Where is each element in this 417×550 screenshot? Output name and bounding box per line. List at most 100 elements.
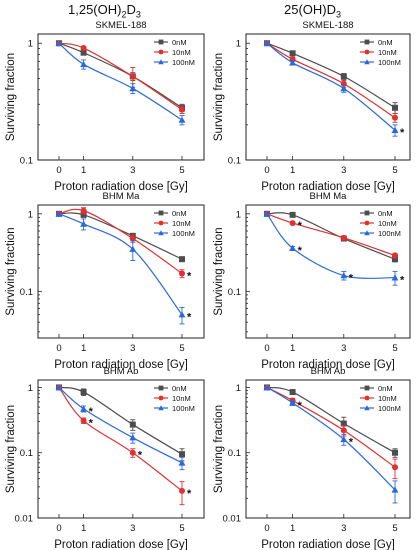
data-point [179,451,185,458]
legend-marker [158,405,164,411]
panel-title: BHM Ab [104,366,139,377]
panel-title: BHM Ma [103,191,141,202]
x-axis-label: Proton radiation dose [Gy] [261,539,395,550]
legend-label: 10nM [378,219,397,228]
data-point [80,220,88,227]
legend-marker [158,49,164,55]
series-line [58,42,183,121]
data-point [340,73,347,80]
series-line [266,42,396,119]
data-point [179,256,185,263]
data-point [340,234,347,241]
significance-star: * [400,127,405,139]
legend-marker [364,59,370,65]
x-axis-label: Proton radiation dose [Gy] [54,181,188,193]
legend-label: 100nM [378,58,401,67]
x-tick-label: 1 [81,343,86,354]
data-point [392,104,398,111]
data-point [80,405,88,412]
series-line [58,213,183,316]
data-point [340,85,348,92]
y-tick-label: 1 [236,209,241,220]
legend-marker [158,230,164,236]
legend-label: 100nM [378,229,401,238]
data-point [391,126,399,133]
data-point [340,272,348,279]
panel-title: SKMEL-188 [302,20,353,31]
plot-frame [245,379,411,519]
significance-star: * [187,312,192,324]
x-axis-label: Proton radiation dose [Gy] [54,359,188,371]
plot-frame [37,204,205,339]
legend-marker [364,39,370,45]
panel-title: BHM Ab [311,366,346,377]
data-point [178,116,186,123]
legend-marker [158,59,164,65]
y-tick-label: 0.01 [15,514,34,525]
data-point [392,449,398,456]
x-tick-label: 5 [392,343,397,354]
significance-star: * [298,220,303,232]
data-point [129,434,137,441]
series-line [58,42,183,111]
x-axis-label: Proton radiation dose [Gy] [261,359,395,371]
data-point [289,50,296,57]
x-tick-label: 1 [290,165,295,176]
data-point [80,60,88,68]
data-point [178,459,186,466]
y-tick-label: 0.1 [20,156,33,167]
y-axis-label: Surviving fraction [213,405,225,493]
legend-marker [364,405,370,411]
data-point [179,106,185,113]
y-axis-label: Surviving fraction [5,227,17,315]
data-point [392,256,398,263]
significance-star: * [298,245,303,257]
significance-star: * [298,400,303,412]
y-tick-label: 0.1 [20,448,33,459]
series-line [266,386,396,468]
data-point [179,487,185,494]
y-axis-label: Surviving fraction [213,53,225,141]
data-point [340,420,347,427]
chart-panel: 1 0.1 0 1 3 5 Proton radiation dose [Gy] Surviv… [5,20,205,193]
data-point [80,211,87,218]
data-point [289,389,296,396]
series-line [58,208,183,274]
x-tick-label: 5 [179,343,184,354]
data-point [129,235,136,242]
x-tick-label: 5 [179,165,184,176]
legend-label: 100nM [378,404,401,413]
x-tick-label: 5 [179,523,184,534]
data-point [80,389,87,396]
legend-label: 100nM [172,229,195,238]
y-tick-label: 1 [28,383,33,394]
y-tick-label: 1 [236,39,241,50]
significance-star: * [89,406,94,418]
x-tick-label: 3 [130,165,135,176]
legend-marker [158,39,164,45]
y-tick-label: 0.1 [20,287,33,298]
x-tick-label: 1 [290,523,295,534]
series-line [58,387,183,492]
legend-label: 10nM [378,394,397,403]
chart-panel: 1 0.1 0 1 3 5 Proton radiation dose [Gy] Surviv… [213,20,411,193]
y-tick-label: 1 [236,383,241,394]
legend-label: 10nM [172,219,191,228]
legend-marker [158,395,164,401]
series-line [266,213,396,257]
legend-label: 0nM [172,209,187,218]
series-line [266,42,396,109]
legend-marker [364,395,370,401]
series-line [266,213,396,279]
data-point [80,45,87,52]
x-tick-label: 3 [130,523,135,534]
legend-label: 100nM [172,404,195,413]
legend-label: 10nM [172,394,191,403]
series-line [58,42,183,109]
plot-frame [37,33,205,161]
data-point [263,383,271,391]
chart-panel: 1 0.1 0.01 0 1 3 5 Proton radiation dose [Gy] Su… [5,366,205,550]
y-tick-label: 0.1 [228,287,241,298]
data-point [129,85,137,92]
y-tick-label: 1 [28,39,33,50]
